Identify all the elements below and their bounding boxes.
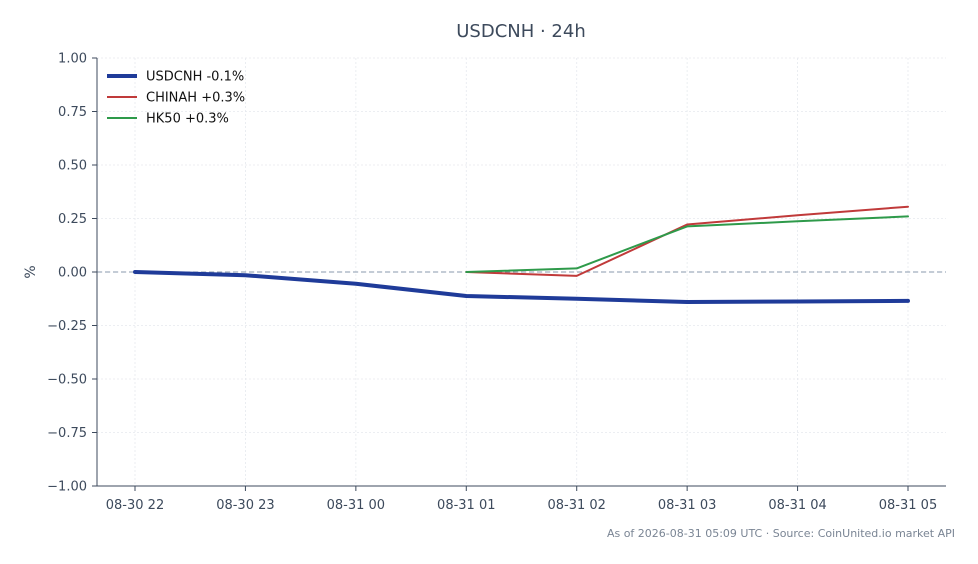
legend-entry: USDCNH -0.1% <box>146 70 244 85</box>
x-tick-label: 08-30 23 <box>216 498 274 513</box>
y-tick-label: −1.00 <box>47 480 87 495</box>
legend-entry: HK50 +0.3% <box>146 112 229 127</box>
y-tick-label: 0.25 <box>58 212 87 227</box>
series-line-0 <box>133 270 910 304</box>
y-tick-label: −0.50 <box>47 373 87 388</box>
y-tick-label: 0.00 <box>58 266 87 281</box>
y-axis-ticks: 1.00 0.75 0.50 0.25 0.00 −0.25 −0.50 −0.75 −1.00 <box>47 52 97 495</box>
x-axis-ticks: 08-30 22 08-30 23 08-31 00 08-31 01 08-31 02… <box>106 486 937 513</box>
x-tick-label: 08-31 00 <box>327 498 385 513</box>
y-tick-label: −0.75 <box>47 426 87 441</box>
chart-title: USDCNH · 24h <box>456 21 586 42</box>
x-tick-label: 08-31 02 <box>547 498 605 513</box>
x-tick-label: 08-30 22 <box>106 498 164 513</box>
y-axis-label: % <box>23 265 39 278</box>
footer-source: As of 2026-08-31 05:09 UTC · Source: Coi… <box>607 527 955 540</box>
x-tick-label: 08-31 04 <box>768 498 826 513</box>
legend-entry: CHINAH +0.3% <box>146 91 245 106</box>
y-tick-label: 0.50 <box>58 159 87 174</box>
y-tick-label: 0.75 <box>58 105 87 120</box>
x-tick-label: 08-31 05 <box>879 498 937 513</box>
x-tick-label: 08-31 01 <box>437 498 495 513</box>
series-lines <box>133 205 910 304</box>
legend: USDCNH -0.1% CHINAH +0.3% HK50 +0.3% <box>107 70 245 127</box>
y-tick-label: −0.25 <box>47 319 87 334</box>
series-line-1 <box>465 205 909 277</box>
x-tick-label: 08-31 03 <box>658 498 716 513</box>
series-line-2 <box>465 215 909 273</box>
y-tick-label: 1.00 <box>58 52 87 67</box>
